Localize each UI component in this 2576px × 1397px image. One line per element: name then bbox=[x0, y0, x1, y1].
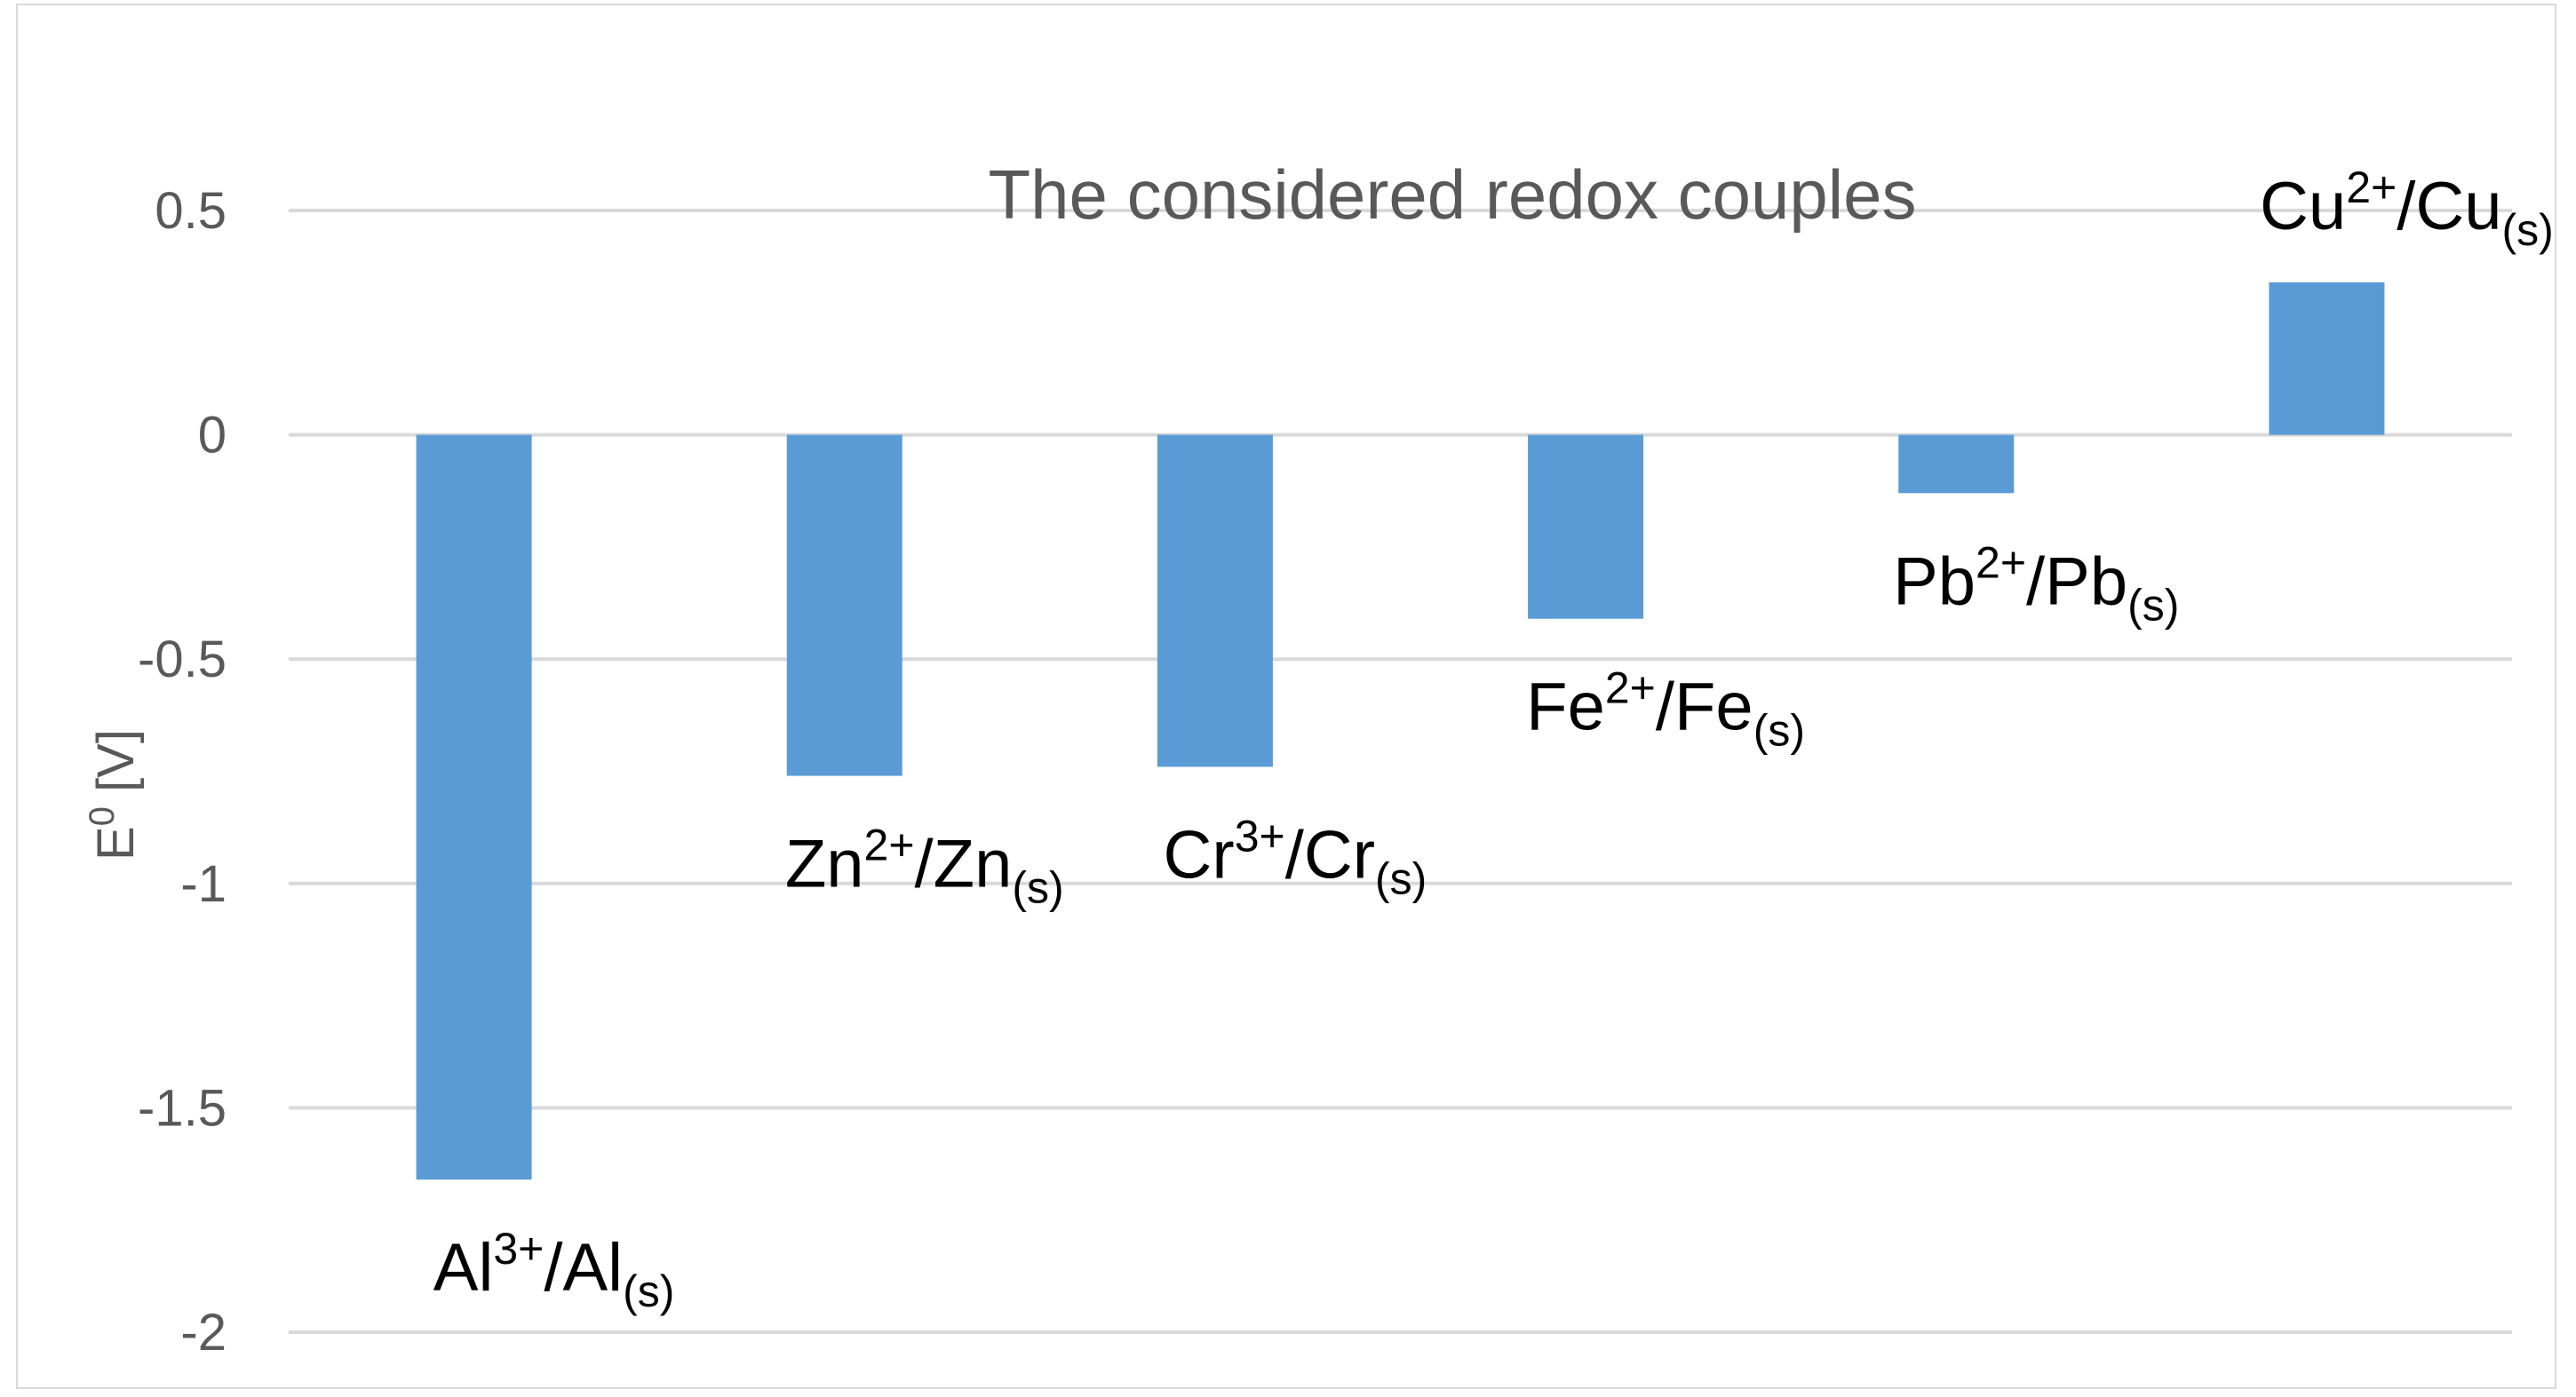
data-label-metal: Fe bbox=[1526, 670, 1605, 745]
data-label-metal: Zn bbox=[785, 827, 864, 902]
data-label-charge: 2+ bbox=[864, 821, 915, 870]
data-label-charge: 2+ bbox=[2346, 163, 2397, 212]
data-label-charge: 2+ bbox=[1976, 537, 2026, 587]
data-label-metal: Pb bbox=[1893, 544, 1976, 619]
chart-title: The considered redox couples bbox=[989, 155, 1917, 234]
data-label-state: (s) bbox=[1375, 853, 1427, 903]
y-tick-label: 0.5 bbox=[155, 182, 227, 240]
data-label: Cr3+/Cr(s) bbox=[1163, 811, 1427, 903]
data-label: Fe2+/Fe(s) bbox=[1526, 663, 1805, 756]
bar bbox=[1157, 434, 1273, 767]
data-label-metal: /Cu bbox=[2397, 169, 2501, 244]
data-label-charge: 3+ bbox=[493, 1224, 544, 1274]
data-label-charge: 3+ bbox=[1235, 811, 1285, 861]
data-label-metal: Al bbox=[433, 1230, 494, 1306]
y-tick-label: -1 bbox=[180, 855, 227, 913]
data-labels: Al3+/Al(s)Zn2+/Zn(s) Cr3+/Cr(s)Fe2+/Fe(s)… bbox=[433, 163, 2554, 1316]
y-axis-title-sup: 0 bbox=[83, 806, 122, 826]
data-label-state: (s) bbox=[1753, 706, 1805, 756]
y-tick-label: 0 bbox=[198, 407, 227, 464]
bar bbox=[1528, 434, 1644, 619]
data-label: Zn2+/Zn(s) bbox=[785, 821, 1064, 913]
y-tick-label: -2 bbox=[180, 1304, 227, 1361]
data-label: Cu2+/Cu(s) bbox=[2260, 163, 2554, 255]
bar bbox=[786, 434, 902, 776]
bar bbox=[2269, 282, 2385, 435]
y-axis-title-unit: [V] bbox=[87, 729, 145, 806]
bar bbox=[416, 434, 532, 1180]
data-label-metal: Cu bbox=[2260, 169, 2346, 244]
data-label-metal: /Al bbox=[544, 1230, 623, 1306]
data-label-metal: /Pb bbox=[2026, 544, 2127, 619]
bars bbox=[416, 282, 2385, 1180]
data-label-state: (s) bbox=[2501, 205, 2553, 255]
data-label: Pb2+/Pb(s) bbox=[1893, 537, 2179, 630]
data-label-metal: /Fe bbox=[1656, 670, 1753, 745]
y-axis-title-main: E bbox=[87, 826, 145, 861]
gridlines bbox=[289, 209, 2512, 1334]
y-tick-label: -1.5 bbox=[138, 1079, 227, 1137]
data-label-metal: Cr bbox=[1163, 817, 1234, 893]
data-label-metal: /Zn bbox=[915, 827, 1013, 902]
data-label-state: (s) bbox=[1012, 863, 1063, 913]
y-tick-labels: 0.5 0 -0.5 -1 -1.5 -2 bbox=[138, 182, 227, 1361]
data-label: Al3+/Al(s) bbox=[433, 1224, 675, 1316]
data-label-charge: 2+ bbox=[1605, 663, 1656, 713]
bar bbox=[1898, 434, 2015, 494]
y-axis-title: E0 [V] bbox=[83, 729, 145, 861]
data-label-state: (s) bbox=[623, 1266, 674, 1316]
y-tick-label: -0.5 bbox=[138, 631, 227, 688]
data-label-metal: /Cr bbox=[1285, 817, 1375, 893]
data-label-state: (s) bbox=[2127, 580, 2179, 630]
